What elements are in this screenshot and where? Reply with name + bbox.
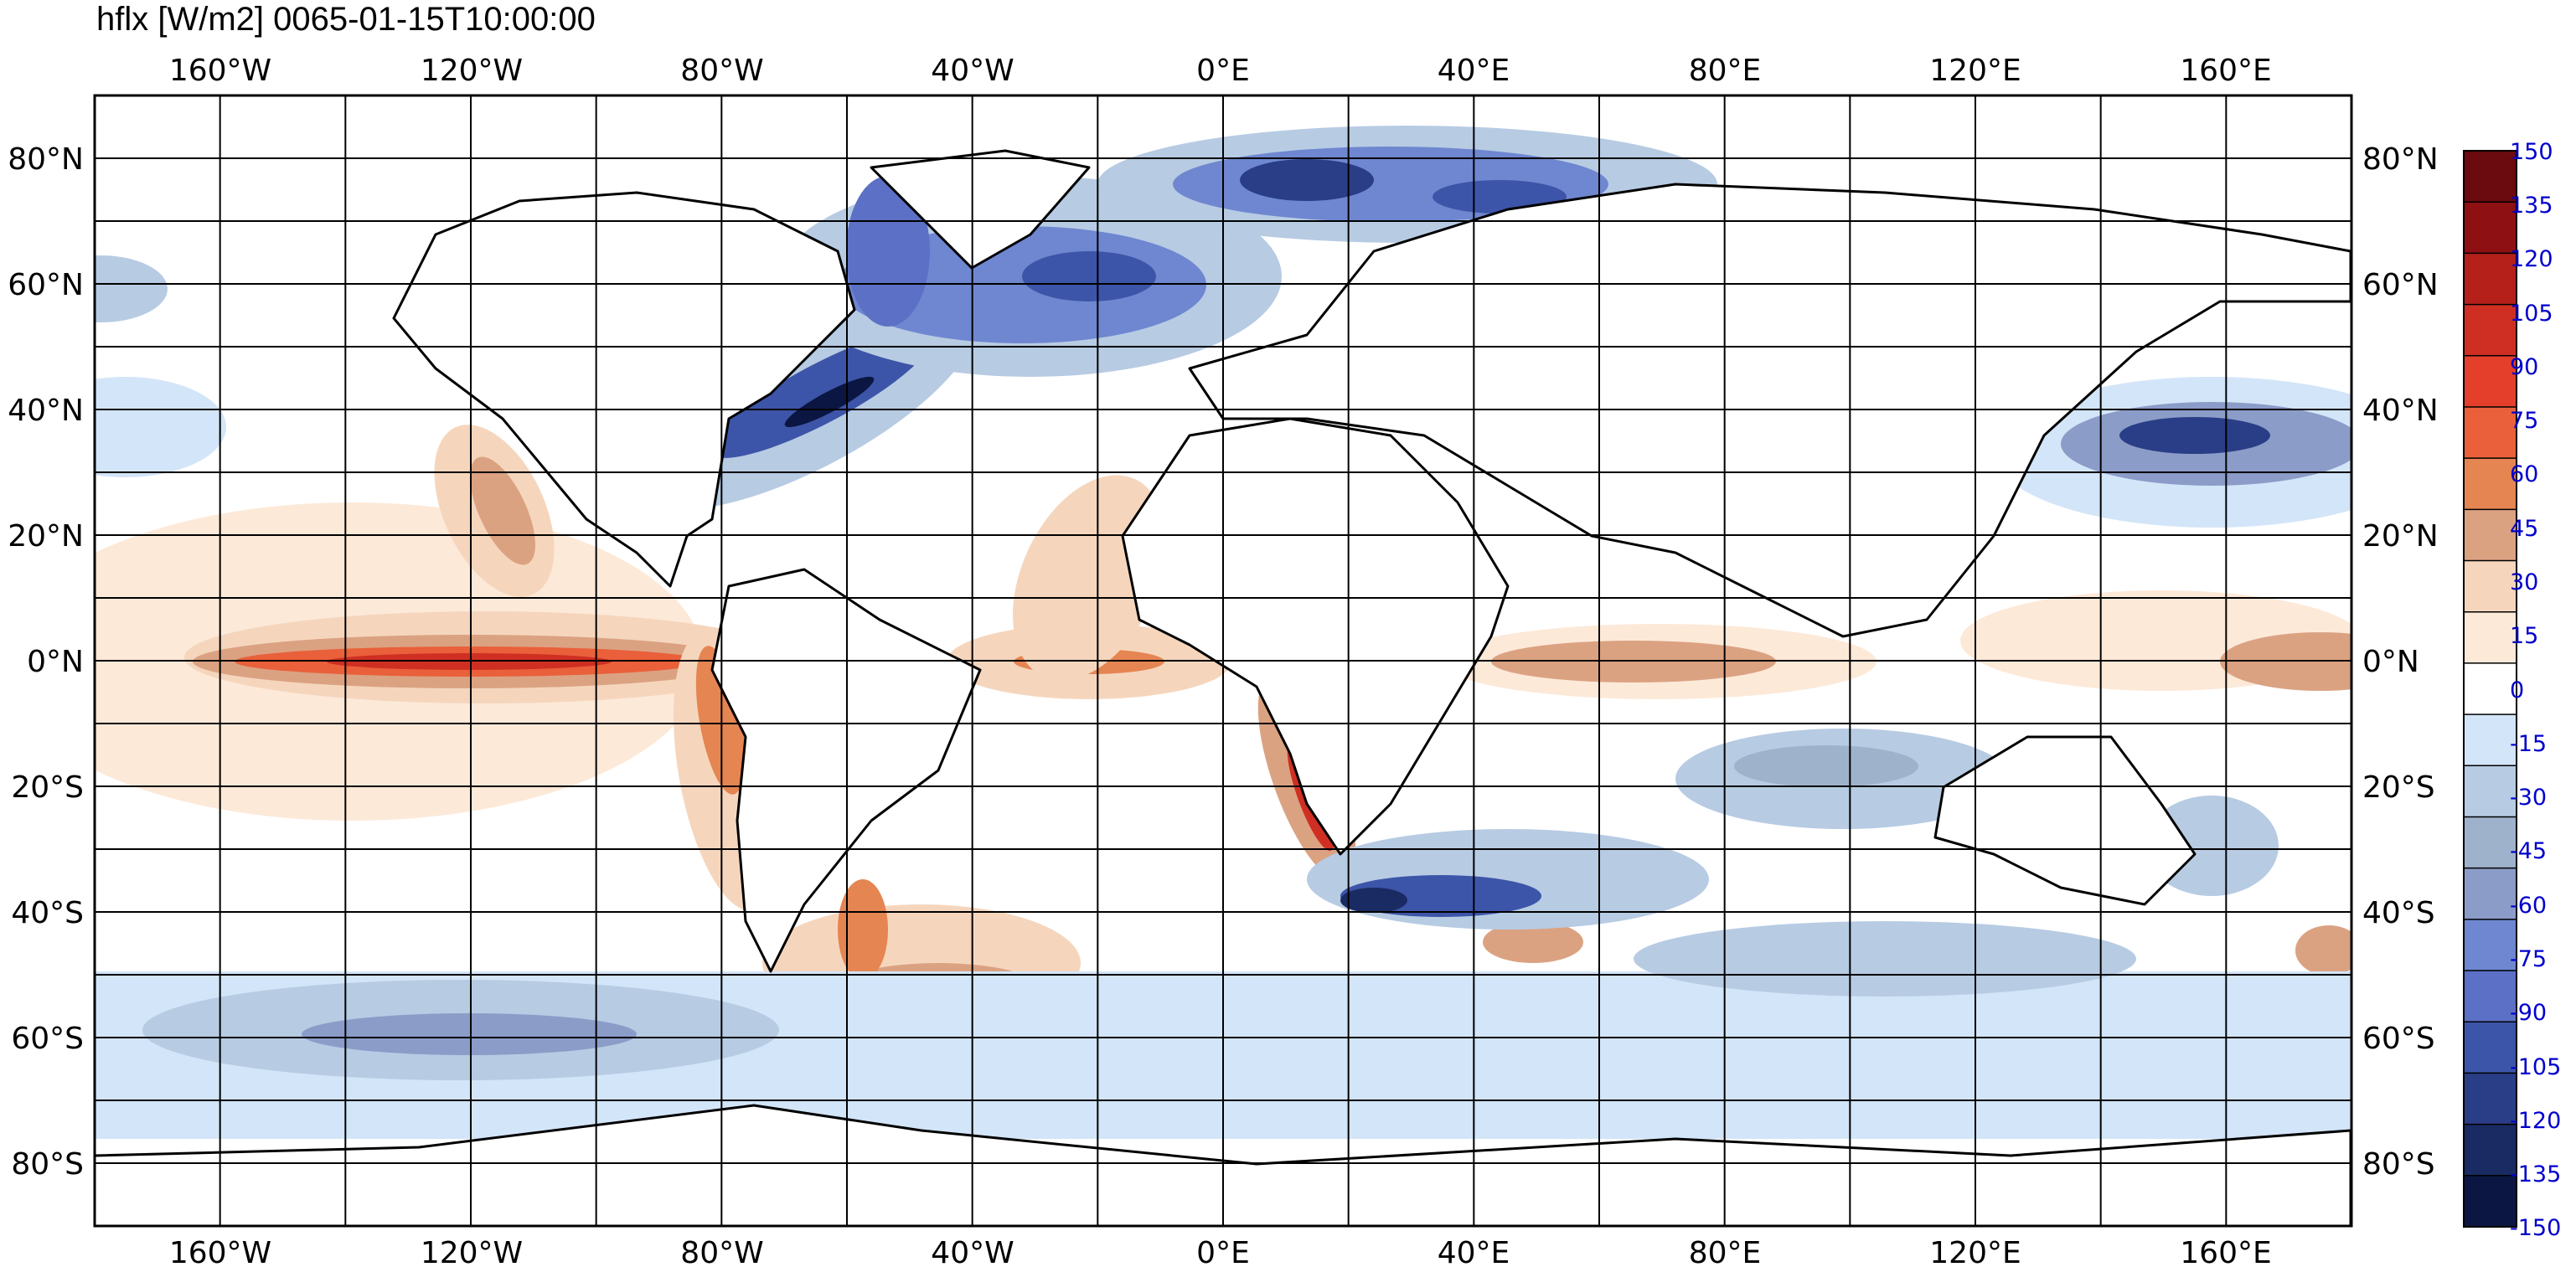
colorbar-swatch (2464, 611, 2517, 664)
lat-label: 0°N (27, 645, 84, 679)
map-title: hflx [W/m2] 0065-01-15T10:00:00 (96, 1, 596, 38)
colorbar-tick: -150 (2510, 1215, 2561, 1241)
colorbar-swatch (2464, 1124, 2517, 1177)
colorbar-tick: 105 (2510, 301, 2553, 327)
lat-label: 80°S (2362, 1147, 2435, 1182)
lat-label: 80°S (11, 1147, 84, 1182)
lon-label: 80°W (680, 54, 763, 88)
colorbar-swatch (2464, 253, 2517, 306)
lat-label: 40°S (2362, 896, 2435, 930)
colorbar-tick: 0 (2510, 677, 2524, 703)
lon-label: 40°E (1438, 54, 1510, 88)
colorbar-swatch (2464, 202, 2517, 254)
north-america (392, 191, 856, 588)
colorbar-tick: -30 (2510, 785, 2547, 811)
lon-label: 80°W (680, 1236, 763, 1267)
colorbar-swatch (2464, 151, 2517, 203)
lat-label: 40°N (8, 394, 84, 428)
lon-label: 160°W (169, 54, 271, 88)
lat-label: 60°N (2362, 268, 2439, 302)
colorbar (2463, 150, 2517, 1228)
lon-label: 160°W (169, 1236, 271, 1267)
lon-label: 40°W (931, 54, 1014, 88)
colorbar-swatch (2464, 714, 2517, 766)
colorbar-tick: -45 (2510, 838, 2547, 864)
colorbar-tick: 150 (2510, 139, 2553, 165)
colorbar-tick: 45 (2510, 516, 2538, 542)
lon-label: 40°E (1438, 1236, 1510, 1267)
colorbar-tick-labels: 150 135 120 105 90 75 60 45 30 15 0 -15 … (2510, 139, 2561, 1241)
lon-label: 160°E (2180, 54, 2271, 88)
colorbar-swatch (2464, 1022, 2517, 1074)
lon-label: 40°W (931, 1236, 1014, 1267)
lon-label: 120°W (421, 1236, 523, 1267)
colorbar-swatch (2464, 1073, 2517, 1125)
colorbar-tick: -60 (2510, 893, 2547, 919)
colorbar-tick: 60 (2510, 461, 2538, 487)
colorbar-tick: 30 (2510, 569, 2538, 595)
colorbar-swatch (2464, 355, 2517, 408)
colorbar-tick: 15 (2510, 623, 2538, 649)
lat-label: 60°S (2362, 1022, 2435, 1056)
lon-label: 160°E (2180, 1236, 2271, 1267)
colorbar-tick: 75 (2510, 408, 2538, 434)
lat-label: 40°N (2362, 394, 2439, 428)
colorbar-swatch (2464, 765, 2517, 817)
lon-label: 80°E (1689, 54, 1762, 88)
colorbar-swatch (2464, 919, 2517, 971)
colorbar-tick: -90 (2510, 1000, 2547, 1026)
lon-labels-bottom: 160°W 120°W 80°W 40°W 0°E 40°E 80°E 120°… (169, 1236, 2272, 1267)
lon-labels-top: 160°W 120°W 80°W 40°W 0°E 40°E 80°E 120°… (169, 54, 2272, 88)
colorbar-tick: -75 (2510, 946, 2547, 972)
lat-label: 60°N (8, 268, 84, 302)
colorbar-tick: -135 (2510, 1161, 2561, 1187)
colorbar-tick: -105 (2510, 1054, 2561, 1080)
lat-label: 20°S (11, 770, 84, 805)
lat-label: 20°S (2362, 770, 2435, 805)
lat-label: 20°N (8, 519, 84, 554)
lat-label: 20°N (2362, 519, 2439, 554)
greenland (870, 149, 1091, 270)
colorbar-frame (2463, 150, 2517, 1228)
lat-labels-left: 80°N 60°N 40°N 20°N 0°N 20°S 40°S 60°S 8… (8, 142, 84, 1182)
colorbar-swatch (2464, 971, 2517, 1022)
lat-label: 80°N (2362, 142, 2439, 177)
colorbar-tick: 90 (2510, 354, 2538, 380)
lat-label: 80°N (8, 142, 84, 177)
lon-label: 0°E (1196, 54, 1250, 88)
colorbar-swatch (2464, 816, 2517, 869)
colorbar-swatch (2464, 458, 2517, 510)
colorbar-swatch (2464, 868, 2517, 920)
colorbar-tick: -15 (2510, 731, 2547, 757)
colorbar-swatch (2464, 509, 2517, 562)
australia (1933, 735, 2197, 906)
lat-labels-right: 80°N 60°N 40°N 20°N 0°N 20°S 40°S 60°S 8… (2362, 142, 2439, 1182)
lat-label: 60°S (11, 1022, 84, 1056)
lon-label: 80°E (1689, 1236, 1762, 1267)
lon-label: 120°E (1929, 1236, 2021, 1267)
lon-label: 120°E (1929, 54, 2021, 88)
colorbar-swatch (2464, 560, 2517, 613)
colorbar-tick: 120 (2510, 246, 2553, 272)
lon-label: 120°W (421, 54, 523, 88)
colorbar-swatch (2464, 406, 2517, 459)
colorbar-swatch (2464, 1175, 2517, 1228)
colorbar-tick: -120 (2510, 1108, 2561, 1134)
lat-label: 40°S (11, 896, 84, 930)
map-frame (93, 94, 2353, 1228)
graticule (95, 95, 2351, 1226)
colorbar-tick: 135 (2510, 193, 2553, 219)
colorbar-swatch (2464, 304, 2517, 357)
lon-label: 0°E (1196, 1236, 1250, 1267)
colorbar-swatch (2464, 662, 2517, 715)
lat-label: 0°N (2362, 645, 2419, 679)
